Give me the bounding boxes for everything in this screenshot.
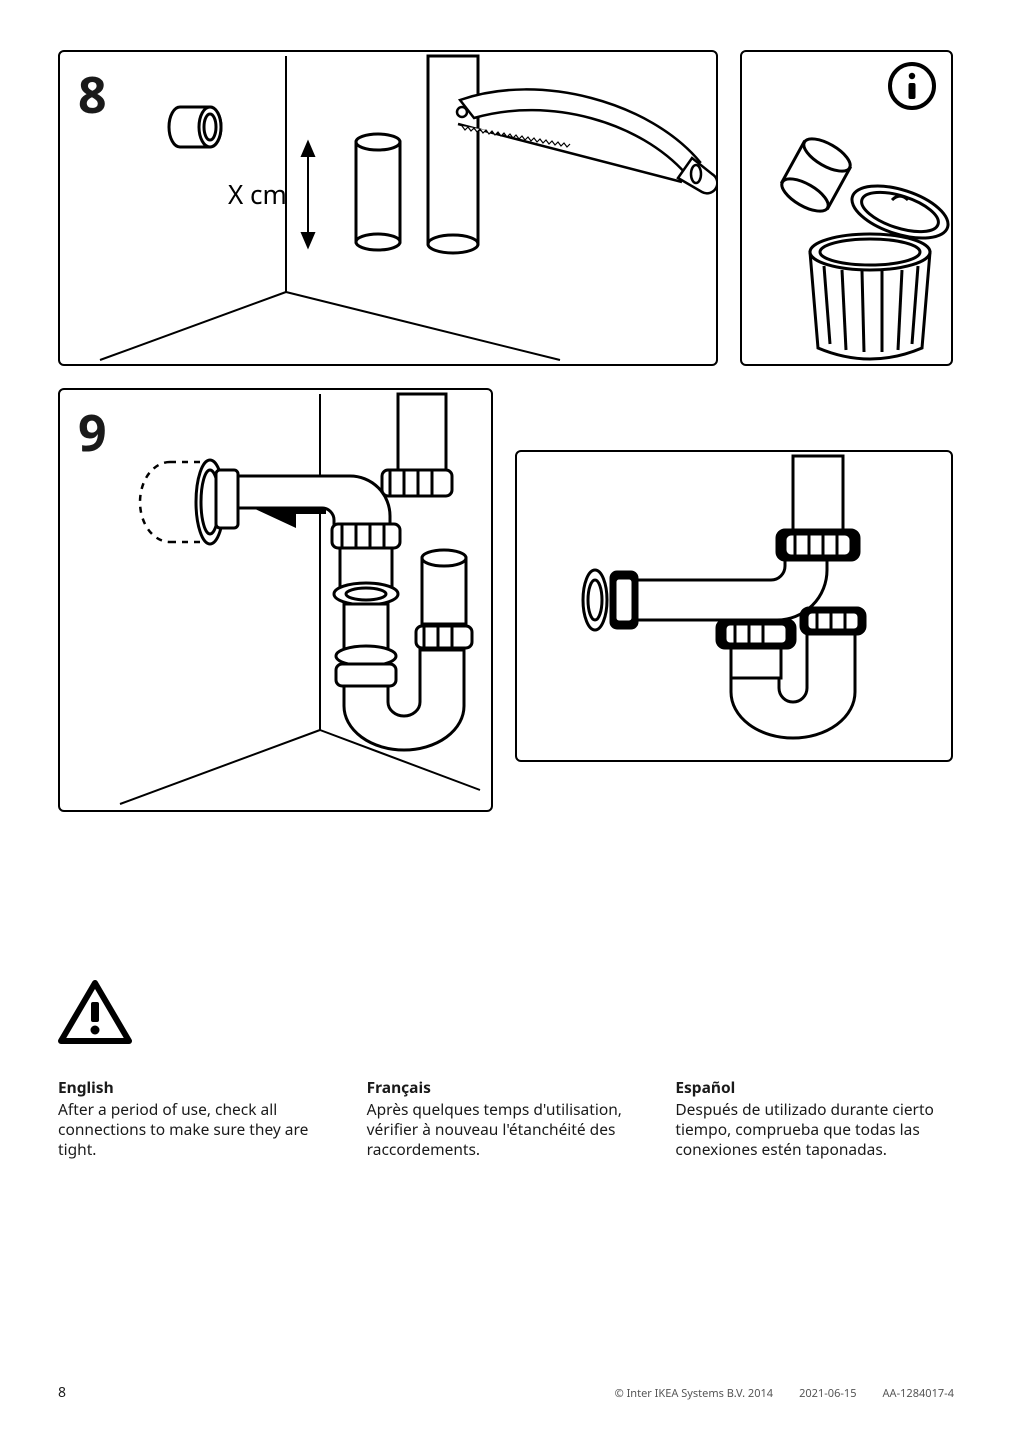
step-9-number: 9	[78, 398, 107, 466]
footer-meta: © Inter IKEA Systems B.V. 2014 2021-06-1…	[615, 1386, 954, 1401]
measure-marker	[302, 142, 314, 247]
step-9-right-illustration	[517, 452, 951, 760]
offcut-icon	[777, 132, 855, 217]
tall-pipe	[428, 56, 478, 253]
lang-title: English	[58, 1077, 337, 1097]
wall-outlet-icon	[169, 107, 221, 147]
page-footer: 8 © Inter IKEA Systems B.V. 2014 2021-06…	[58, 1383, 954, 1402]
info-illustration	[742, 52, 951, 364]
step-9-panel: 9	[58, 388, 493, 812]
measure-label: X cm	[228, 176, 287, 212]
info-panel	[740, 50, 953, 366]
lang-col-english: English After a period of use, check all…	[58, 1077, 337, 1160]
step-8-illustration: X cm	[60, 52, 716, 364]
mid-panels-row: 9	[58, 388, 954, 812]
page-number: 8	[58, 1383, 66, 1402]
step-8-number: 8	[78, 60, 107, 128]
lang-body: Après quelques temps d'utilisation, véri…	[367, 1099, 646, 1159]
p-trap-assembly	[216, 470, 472, 750]
info-icon	[890, 64, 934, 108]
lang-body: After a period of use, check all connect…	[58, 1099, 337, 1159]
lang-title: Español	[675, 1077, 954, 1097]
assembled-trap	[583, 530, 865, 738]
lang-col-spanish: Español Después de utilizado durante cie…	[675, 1077, 954, 1160]
lang-col-french: Français Après quelques temps d'utilisat…	[367, 1077, 646, 1160]
hacksaw-icon	[457, 89, 716, 193]
step-8-panel: 8	[58, 50, 718, 366]
cut-pipe-piece	[356, 134, 400, 250]
lang-title: Français	[367, 1077, 646, 1097]
step-9-right-panel	[515, 450, 953, 762]
step-9-left-illustration	[60, 390, 491, 810]
page-root: 8	[0, 0, 1012, 1432]
footer-date: 2021-06-15	[799, 1386, 856, 1401]
lang-body: Después de utilizado durante cierto tiem…	[675, 1099, 954, 1159]
language-columns: English After a period of use, check all…	[58, 1077, 954, 1160]
top-panels-row: 8	[58, 50, 954, 366]
warning-block: English After a period of use, check all…	[58, 980, 954, 1160]
footer-copyright: © Inter IKEA Systems B.V. 2014	[615, 1386, 774, 1401]
footer-doc-id: AA-1284017-4	[883, 1386, 954, 1401]
warning-triangle-icon	[58, 980, 132, 1044]
